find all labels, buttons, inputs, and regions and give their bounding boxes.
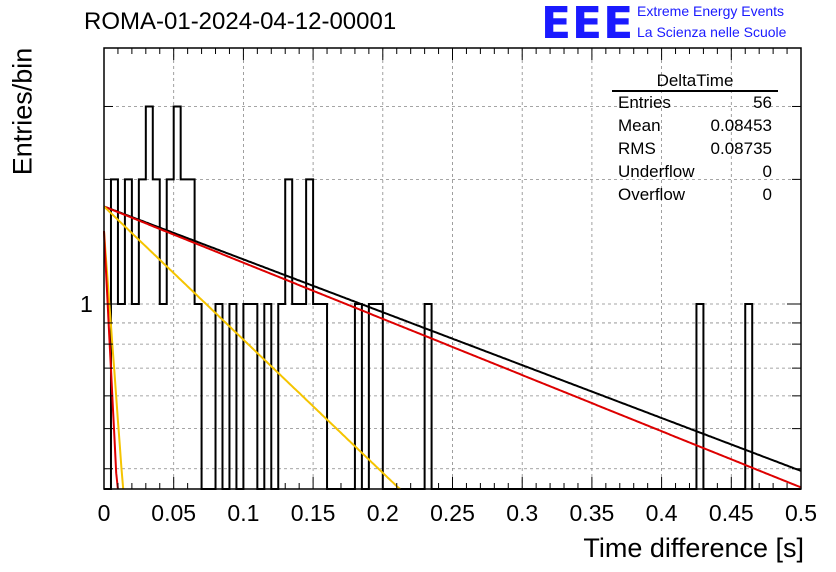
stats-label: RMS <box>618 139 656 158</box>
fit-curve <box>103 205 401 490</box>
stats-value: 0 <box>762 162 772 181</box>
logo-line-1: Extreme Energy Events <box>637 3 785 19</box>
stats-row: Entries 56 <box>618 93 772 115</box>
x-tick-label: 0.2 <box>366 500 399 526</box>
eee-logo: EEE <box>541 0 635 49</box>
x-tick-label: 0.5 <box>785 500 817 526</box>
stats-row: Underflow 0 <box>618 162 772 184</box>
stats-value: 0.08453 <box>710 116 772 135</box>
x-tick-label: 0.45 <box>708 500 754 526</box>
stats-label: Underflow <box>618 162 695 181</box>
x-tick-label: 0 <box>97 500 111 526</box>
chart-title: ROMA-01-2024-04-12-00001 <box>84 8 397 35</box>
y-tick-label: 1 <box>80 291 93 317</box>
x-tick-label: 0.1 <box>227 500 260 526</box>
x-tick-label: 0.25 <box>430 500 475 526</box>
fit-curve <box>103 205 802 472</box>
fit-curve <box>103 231 119 490</box>
x-axis-label: Time difference [s] <box>583 533 804 563</box>
stats-label: Entries <box>618 93 671 112</box>
stats-value: 56 <box>753 93 772 112</box>
stats-label: Overflow <box>618 185 686 204</box>
stats-title-underline <box>612 90 778 92</box>
x-tick-label: 0.4 <box>645 500 678 526</box>
x-tick-label: 0.35 <box>569 500 615 526</box>
stats-value: 0 <box>762 185 772 204</box>
x-tick-label: 0.05 <box>151 500 197 526</box>
stats-value: 0.08735 <box>710 139 772 158</box>
stats-row: Mean 0.08453 <box>618 116 772 138</box>
y-axis-label: Entries/bin <box>7 47 38 176</box>
fit-curves <box>103 205 802 490</box>
stats-row: Overflow 0 <box>618 185 772 207</box>
fit-curve <box>103 231 125 490</box>
plot-frame <box>103 47 802 490</box>
fit-curve <box>103 205 802 489</box>
x-tick-label: 0.3 <box>506 500 539 526</box>
stats-row: RMS 0.08735 <box>618 139 772 161</box>
stats-title: DeltaTime <box>656 71 734 90</box>
stats-label: Mean <box>618 116 661 135</box>
x-tick-label: 0.15 <box>290 500 336 526</box>
logo-line-2: La Scienza nelle Scuole <box>637 24 787 40</box>
